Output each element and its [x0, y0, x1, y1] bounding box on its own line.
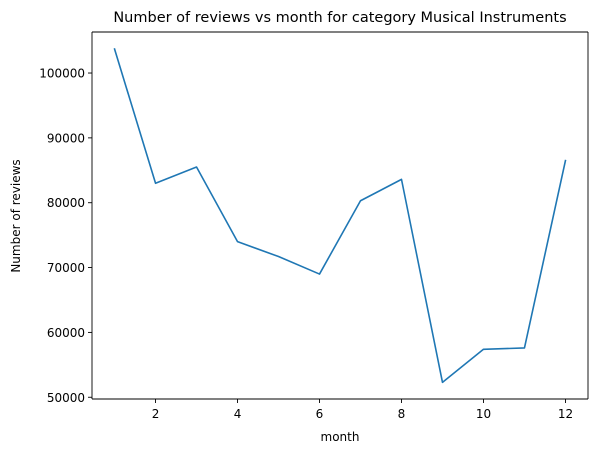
- y-tick-label: 90000: [47, 131, 85, 145]
- x-tick-label: 12: [558, 407, 573, 421]
- y-tick-label: 70000: [47, 261, 85, 275]
- x-tick-label: 10: [476, 407, 491, 421]
- x-tick-label: 4: [234, 407, 242, 421]
- plot-area: [92, 32, 588, 399]
- y-tick-label: 60000: [47, 326, 85, 340]
- x-tick-label: 6: [316, 407, 324, 421]
- x-axis-label: month: [321, 430, 360, 444]
- axes-frame: [91, 31, 589, 400]
- series-line: [113, 48, 567, 384]
- chart-title: Number of reviews vs month for category …: [113, 10, 566, 26]
- tick-layer: 2 4 6 8 10 12 50000 60000 70000 80000 90000 100000: [39, 67, 573, 421]
- x-tick-label: 8: [398, 407, 406, 421]
- y-axis-label: Number of reviews: [9, 159, 23, 272]
- x-tick-label: 2: [152, 407, 160, 421]
- y-tick-label: 100000: [39, 67, 85, 81]
- y-tick-label: 50000: [47, 391, 85, 405]
- y-tick-label: 80000: [47, 196, 85, 210]
